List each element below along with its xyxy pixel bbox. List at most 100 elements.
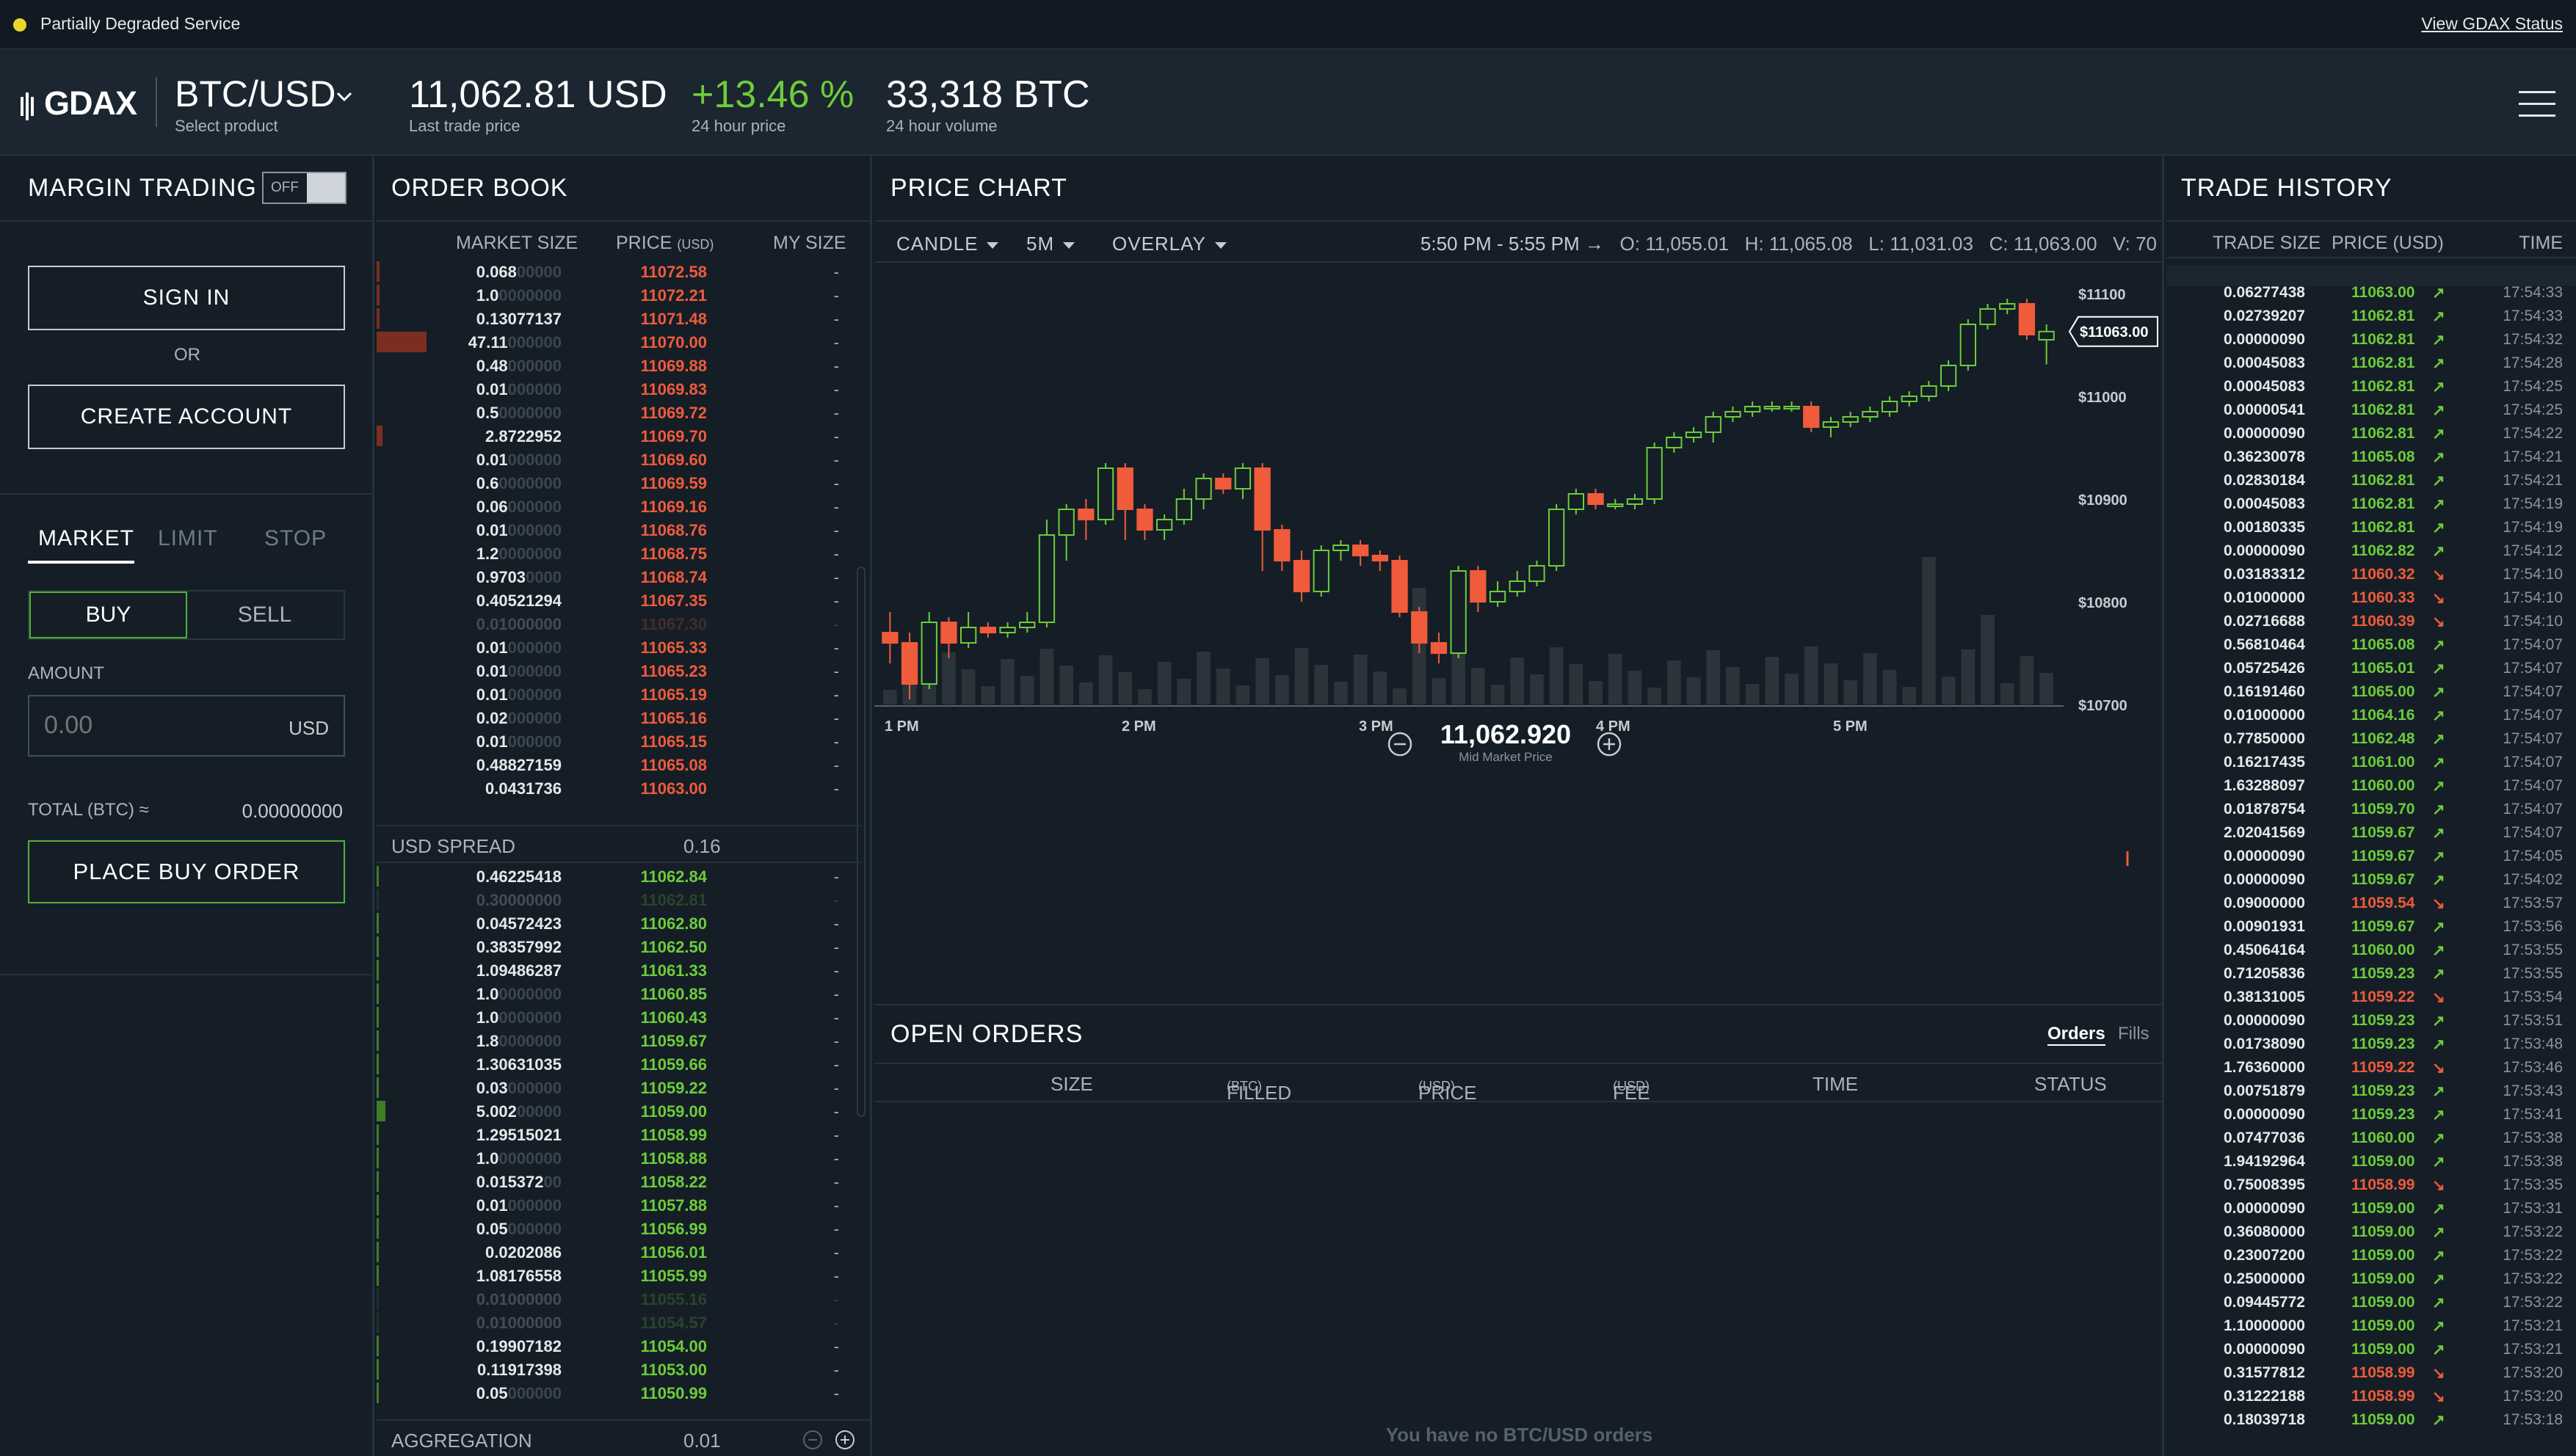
tab-stop[interactable]: STOP — [264, 526, 327, 550]
trade-row: 0.00045083 11062.81 ↗ 17:54:19 — [2166, 492, 2576, 515]
order-my-size: - — [833, 779, 839, 798]
y-tick-label: $11100 — [2078, 287, 2126, 303]
order-row: 1.00000000 11060.43 - — [377, 1005, 861, 1029]
hamburger-menu-icon[interactable] — [2519, 91, 2555, 119]
size-depth-bar — [377, 1312, 379, 1333]
size-depth-bar — [377, 889, 379, 910]
col-price: PRICE (USD) — [1418, 1073, 1476, 1104]
arrow-up-right-icon: ↗ — [2432, 1107, 2445, 1124]
trade-row: 0.02739207 11062.81 ↗ 17:54:33 — [2166, 304, 2576, 327]
price-chart-title: PRICE CHART — [890, 174, 1067, 202]
order-row: 0.48827159 11065.08 - — [377, 753, 861, 776]
sign-in-button[interactable]: SIGN IN — [28, 266, 345, 330]
order-price: 11054.00 — [640, 1337, 707, 1355]
buy-button[interactable]: BUY — [29, 592, 187, 638]
amount-input[interactable] — [44, 711, 264, 740]
order-my-size: - — [833, 404, 839, 422]
order-size-main: 0.068 — [476, 263, 517, 281]
order-size: 47.11000000 — [468, 333, 562, 352]
trade-price: 11059.67 — [2351, 871, 2415, 888]
zoom-in-icon[interactable] — [1596, 731, 1622, 757]
trade-time: 17:54:32 — [2503, 331, 2563, 348]
order-row: 1.00000000 11058.88 - — [377, 1146, 861, 1170]
create-account-button[interactable]: CREATE ACCOUNT — [28, 385, 345, 449]
trade-row: 0.07477036 11060.00 ↗ 17:53:38 — [2166, 1126, 2576, 1149]
order-size-main: 0.48 — [476, 357, 508, 375]
order-size-zeros: 000000 — [507, 732, 562, 751]
candle — [1509, 580, 1525, 592]
candlestick-chart[interactable]: $11100 $11000 $10900 $10800 $10700 1 PM 2 PM 3 … — [874, 264, 2164, 866]
order-size: 0.01000000 — [476, 685, 562, 705]
trade-time: 17:54:07 — [2503, 730, 2563, 747]
chart-type-dropdown[interactable]: CANDLE — [896, 233, 999, 255]
trade-row: 1.63288097 11060.00 ↗ 17:54:07 — [2166, 774, 2576, 797]
tab-market[interactable]: MARKET — [38, 526, 135, 550]
trade-size: 0.00000090 — [2224, 542, 2305, 559]
order-size: 0.03000000 — [476, 1079, 562, 1098]
order-book-scrollbar[interactable] — [857, 567, 866, 1117]
volume-bar — [961, 669, 976, 705]
order-price: 11070.00 — [640, 333, 707, 352]
order-size-zeros: 0000000 — [498, 404, 562, 422]
view-status-link[interactable]: View GDAX Status — [2421, 14, 2563, 33]
size-depth-bar — [377, 1054, 379, 1074]
overlay-dropdown[interactable]: OVERLAY — [1112, 233, 1227, 255]
mid-price-value: 11,062.920 — [1440, 719, 1572, 749]
trade-time: 17:53:20 — [2503, 1388, 2563, 1405]
margin-toggle[interactable]: OFF — [262, 172, 347, 204]
volume-bar — [1314, 665, 1329, 705]
order-my-size: - — [833, 1384, 839, 1402]
spread-value: 0.16 — [683, 835, 721, 857]
sell-button[interactable]: SELL — [237, 603, 292, 627]
size-depth-bar — [377, 1030, 379, 1051]
tab-orders[interactable]: Orders — [2047, 1024, 2105, 1046]
order-row: 0.01000000 11065.33 - — [377, 636, 861, 659]
amount-field[interactable]: USD — [28, 695, 345, 757]
plus-circle-icon[interactable] — [835, 1430, 855, 1450]
arrow-up-right-icon: ↗ — [2432, 308, 2445, 325]
order-row: 1.00000000 11060.85 - — [377, 982, 861, 1005]
candle — [1038, 534, 1056, 623]
logo-bars-icon — [21, 92, 34, 121]
volume-bar — [922, 680, 937, 705]
ohlc-open: O: 11,055.01 — [1619, 233, 1729, 255]
arrow-up-right-icon: ↗ — [2432, 1036, 2445, 1053]
order-price: 11067.30 — [640, 615, 707, 633]
trade-price: 11060.33 — [2351, 589, 2415, 606]
candle — [1450, 570, 1467, 654]
minus-circle-icon[interactable] — [802, 1430, 823, 1450]
product-selector[interactable]: BTC/USD Select product — [175, 73, 352, 136]
order-row: 0.60000000 11069.59 - — [377, 471, 861, 495]
place-buy-order-button[interactable]: PLACE BUY ORDER — [28, 840, 345, 903]
candle — [1744, 406, 1761, 412]
candle — [1117, 467, 1133, 510]
trade-price: 11058.99 — [2351, 1176, 2415, 1193]
order-size-main: 0.01 — [476, 1196, 508, 1215]
order-size-main: 1.0 — [476, 286, 499, 305]
trade-time: 17:54:22 — [2503, 425, 2563, 442]
candle — [1391, 560, 1408, 613]
order-row: 0.01000000 11069.60 - — [377, 448, 861, 471]
status-indicator-dot — [13, 18, 26, 32]
divider — [377, 220, 872, 222]
trade-row: 0.00000090 11059.67 ↗ 17:54:05 — [2166, 844, 2576, 867]
volume-bar — [1589, 681, 1603, 705]
tab-limit[interactable]: LIMIT — [158, 526, 218, 550]
order-my-size: - — [833, 1173, 839, 1191]
trade-price: 11065.08 — [2351, 636, 2415, 653]
zoom-out-icon[interactable] — [1387, 731, 1413, 757]
order-row: 1.00000000 11072.21 - — [377, 283, 861, 307]
trade-size: 0.05725426 — [2224, 660, 2305, 677]
interval-dropdown[interactable]: 5M — [1026, 233, 1075, 255]
order-price: 11062.81 — [640, 891, 707, 909]
tab-fills[interactable]: Fills — [2118, 1024, 2149, 1044]
trade-time: 17:53:22 — [2503, 1223, 2563, 1240]
size-depth-bar — [377, 1218, 379, 1239]
order-row: 1.20000000 11068.75 - — [377, 542, 861, 565]
trade-time: 17:54:07 — [2503, 824, 2563, 841]
x-tick-label: 4 PM — [1596, 718, 1630, 735]
volume-bar — [1255, 658, 1269, 705]
order-row: 0.13077137 11071.48 - — [377, 307, 861, 330]
candle — [1705, 416, 1721, 433]
trade-time: 17:54:07 — [2503, 683, 2563, 700]
